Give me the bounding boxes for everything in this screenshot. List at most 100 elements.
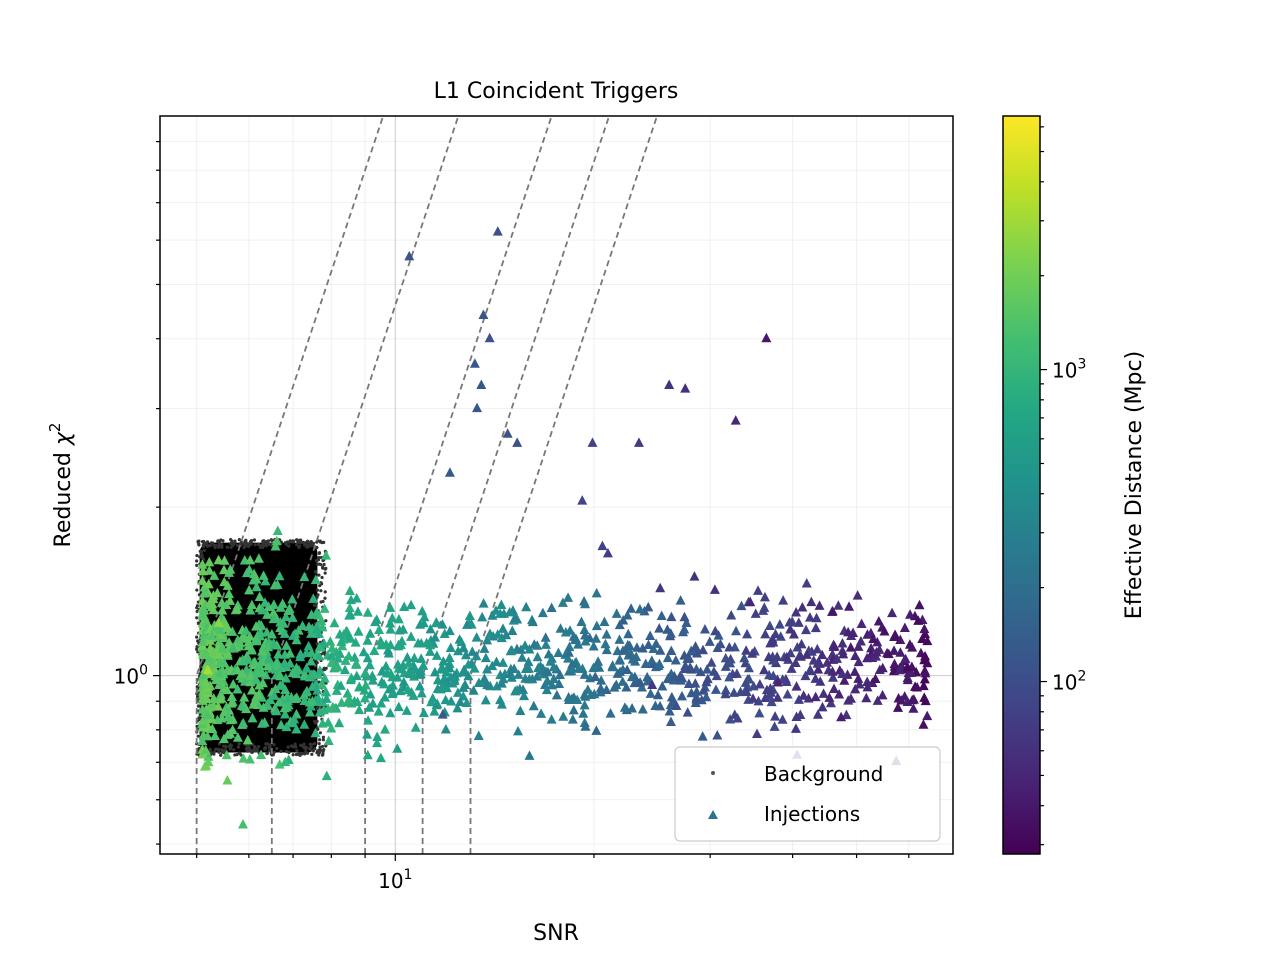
injection-marker bbox=[877, 662, 888, 673]
injection-marker bbox=[472, 402, 483, 413]
injection-marker bbox=[458, 642, 469, 653]
background-point bbox=[322, 562, 326, 567]
injection-marker bbox=[765, 637, 776, 648]
background-point bbox=[245, 749, 250, 753]
injection-marker bbox=[540, 666, 551, 676]
injection-marker bbox=[202, 683, 213, 693]
background-point bbox=[204, 541, 209, 545]
injection-marker bbox=[501, 629, 512, 640]
injection-marker bbox=[252, 667, 263, 678]
injection-marker bbox=[236, 700, 247, 710]
injection-marker bbox=[554, 669, 565, 679]
injection-marker bbox=[274, 759, 285, 769]
injection-marker bbox=[351, 592, 362, 603]
injection-marker bbox=[918, 719, 929, 729]
background-point bbox=[268, 743, 272, 747]
injection-marker bbox=[546, 602, 557, 612]
injection-marker bbox=[199, 581, 210, 592]
injection-marker bbox=[241, 664, 252, 674]
injection-marker bbox=[540, 632, 551, 642]
injection-marker bbox=[532, 640, 543, 650]
injection-marker bbox=[336, 697, 347, 707]
injection-marker bbox=[615, 666, 626, 676]
injection-marker bbox=[565, 625, 576, 635]
background-point bbox=[201, 543, 205, 547]
injection-marker bbox=[542, 675, 553, 686]
injection-marker bbox=[242, 734, 253, 745]
injection-marker bbox=[740, 677, 751, 687]
injection-marker bbox=[591, 725, 602, 735]
background-point bbox=[272, 750, 276, 754]
injection-marker bbox=[918, 680, 929, 691]
background-point bbox=[220, 545, 224, 549]
injection-marker bbox=[922, 657, 933, 668]
injection-marker bbox=[419, 611, 430, 622]
injection-marker bbox=[200, 744, 211, 755]
injection-marker bbox=[833, 600, 844, 610]
injection-marker bbox=[650, 700, 661, 710]
background-point bbox=[235, 543, 240, 547]
injection-marker bbox=[367, 675, 378, 685]
injection-marker bbox=[636, 681, 647, 692]
injection-marker bbox=[452, 687, 463, 697]
injection-marker bbox=[471, 632, 482, 642]
injection-marker bbox=[844, 601, 855, 611]
injection-marker bbox=[353, 626, 364, 636]
injection-marker bbox=[764, 620, 775, 630]
background-point bbox=[320, 753, 325, 757]
background-point bbox=[213, 545, 217, 550]
injection-marker bbox=[387, 688, 398, 698]
injection-marker bbox=[853, 656, 864, 667]
injection-marker bbox=[724, 641, 735, 652]
injection-marker bbox=[437, 663, 448, 673]
injection-marker bbox=[601, 629, 612, 639]
injection-marker bbox=[245, 605, 256, 615]
injection-marker bbox=[691, 693, 702, 704]
injection-marker bbox=[327, 701, 338, 712]
injection-marker bbox=[430, 617, 441, 628]
injection-marker bbox=[845, 693, 856, 703]
injection-marker bbox=[440, 694, 451, 705]
injection-marker bbox=[375, 635, 386, 646]
background-point bbox=[310, 752, 314, 756]
injection-marker bbox=[235, 637, 246, 648]
injection-marker bbox=[662, 624, 673, 634]
injection-marker bbox=[831, 653, 842, 663]
injection-marker bbox=[204, 565, 215, 575]
injection-marker bbox=[385, 617, 396, 628]
injection-marker bbox=[524, 750, 535, 760]
injection-marker bbox=[280, 756, 291, 767]
injection-marker bbox=[777, 714, 788, 724]
injection-marker bbox=[537, 607, 548, 618]
injection-marker bbox=[572, 694, 583, 705]
injection-marker bbox=[913, 615, 924, 625]
colorbar: 102 103 Effective Distance (Mpc) bbox=[1002, 115, 1147, 855]
injection-marker bbox=[381, 660, 392, 671]
injection-marker bbox=[855, 635, 866, 646]
colorbar-tick-label: 102 bbox=[1052, 669, 1086, 695]
injection-marker bbox=[791, 681, 802, 691]
background-point bbox=[324, 619, 328, 623]
injection-marker bbox=[889, 631, 900, 641]
injection-marker bbox=[227, 724, 238, 735]
injection-marker bbox=[342, 688, 353, 698]
injection-marker bbox=[772, 692, 783, 702]
background-point bbox=[224, 744, 228, 748]
injection-marker bbox=[791, 711, 802, 721]
injection-marker bbox=[262, 660, 273, 671]
injection-marker bbox=[217, 643, 228, 653]
injection-marker bbox=[203, 756, 214, 767]
injection-marker bbox=[736, 600, 747, 611]
injection-marker bbox=[247, 712, 258, 723]
injection-marker bbox=[445, 642, 456, 652]
background-point bbox=[216, 539, 220, 544]
x-axis-label: SNR bbox=[533, 921, 579, 946]
injection-marker bbox=[879, 626, 890, 636]
injection-marker bbox=[272, 525, 283, 535]
background-point bbox=[292, 539, 296, 543]
injection-marker bbox=[392, 743, 403, 753]
injection-marker bbox=[801, 649, 812, 659]
injection-marker bbox=[698, 644, 709, 655]
injection-marker bbox=[203, 578, 214, 589]
background-point bbox=[295, 748, 299, 753]
